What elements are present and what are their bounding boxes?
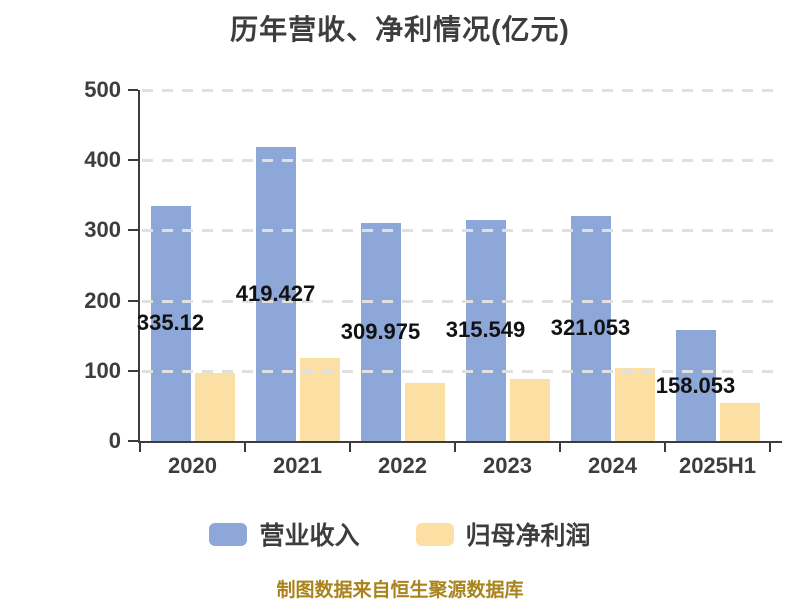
bar-group-2021: 419.427 <box>236 90 350 441</box>
x-tick-mark-0 <box>139 443 141 452</box>
bar-group-2024: 321.053 <box>551 90 665 441</box>
y-tick-label-500: 500 <box>84 77 121 102</box>
data-label-revenue-2020: 335.12 <box>136 310 205 336</box>
y-tick-label-300: 300 <box>84 217 121 243</box>
bar-net-profit-2025H1 <box>719 403 760 441</box>
y-tick-mark-200 <box>128 299 138 302</box>
bar-revenue-2020: 335.12 <box>137 205 204 441</box>
legend-label-revenue: 营业收入 <box>259 522 360 550</box>
bar-group-2022: 309.975 <box>341 90 455 441</box>
x-tick-mark-6 <box>769 443 771 452</box>
y-tick-mark-300 <box>128 229 138 232</box>
y-tick-label-200: 200 <box>84 287 121 313</box>
bar-revenue-2022: 309.975 <box>341 223 420 441</box>
data-label-revenue-2023: 315.549 <box>445 317 526 343</box>
x-axis-labels: 2020 2021 2022 2023 2024 2025H1 <box>140 453 770 479</box>
bar-net-profit-2022 <box>404 383 445 441</box>
plot-area: 335.12 419.427 309.975 315.549 321.053 158.05… <box>84 77 782 478</box>
y-tick-label-400: 400 <box>84 147 121 173</box>
y-tick-mark-400 <box>128 159 138 162</box>
y-tick-label-0: 0 <box>108 428 121 453</box>
bar-groups: 335.12 419.427 309.975 315.549 321.053 158.05… <box>137 90 770 441</box>
x-tick-label-2024: 2024 <box>588 453 637 478</box>
legend-item-net-profit: 归母净利润 <box>415 516 591 552</box>
bar-group-2020: 335.12 <box>137 90 245 441</box>
bar-revenue-2021: 419.427 <box>236 146 315 441</box>
gridline-200 <box>142 299 778 303</box>
data-label-revenue-2024: 321.053 <box>550 315 631 341</box>
x-tick-label-2023: 2023 <box>483 453 532 478</box>
y-tick-label-100: 100 <box>84 357 121 383</box>
x-tick-label-2025H1: 2025H1 <box>678 453 757 478</box>
x-tick-mark-4 <box>559 443 561 452</box>
y-tick-mark-0 <box>128 440 138 442</box>
chart-title: 历年营收、净利情况(亿元) <box>230 14 570 45</box>
bar-net-profit-2020 <box>194 372 235 441</box>
y-axis-line <box>138 90 140 443</box>
bar-net-profit-2023 <box>509 378 550 441</box>
bar-revenue-2025H1: 158.053 <box>656 330 735 441</box>
x-tick-label-2021: 2021 <box>273 453 322 478</box>
gridline-500 <box>142 89 778 92</box>
bar-group-2025H1: 158.053 <box>656 90 770 441</box>
x-tick-mark-1 <box>244 443 246 452</box>
legend: 营业收入 归母净利润 <box>0 516 800 552</box>
gridline-400 <box>142 159 778 163</box>
bar-group-2023: 315.549 <box>446 90 560 441</box>
x-tick-label-2022: 2022 <box>378 453 427 478</box>
data-label-revenue-2021: 419.427 <box>235 280 316 306</box>
x-tick-label-2020: 2020 <box>168 453 217 478</box>
y-tick-mark-100 <box>128 369 138 372</box>
x-tick-mark-2 <box>349 443 351 452</box>
data-source-note: 制图数据来自恒生聚源数据库 <box>276 580 524 600</box>
gridline-100 <box>142 369 778 373</box>
legend-swatch-revenue <box>209 522 248 546</box>
x-tick-mark-3 <box>454 443 456 452</box>
bar-revenue-2024: 321.053 <box>551 215 630 441</box>
bar-revenue-2023: 315.549 <box>446 219 525 441</box>
x-axis-line <box>138 441 782 443</box>
data-label-revenue-2025H1: 158.053 <box>655 372 736 398</box>
legend-label-net-profit: 归母净利润 <box>465 522 591 550</box>
legend-swatch-net-profit <box>415 522 454 546</box>
data-label-revenue-2022: 309.975 <box>340 319 421 345</box>
gridline-300 <box>142 229 778 233</box>
bar-net-profit-2024 <box>614 368 655 441</box>
x-tick-mark-5 <box>664 443 666 452</box>
y-tick-mark-500 <box>128 89 138 91</box>
legend-item-revenue: 营业收入 <box>209 516 360 552</box>
